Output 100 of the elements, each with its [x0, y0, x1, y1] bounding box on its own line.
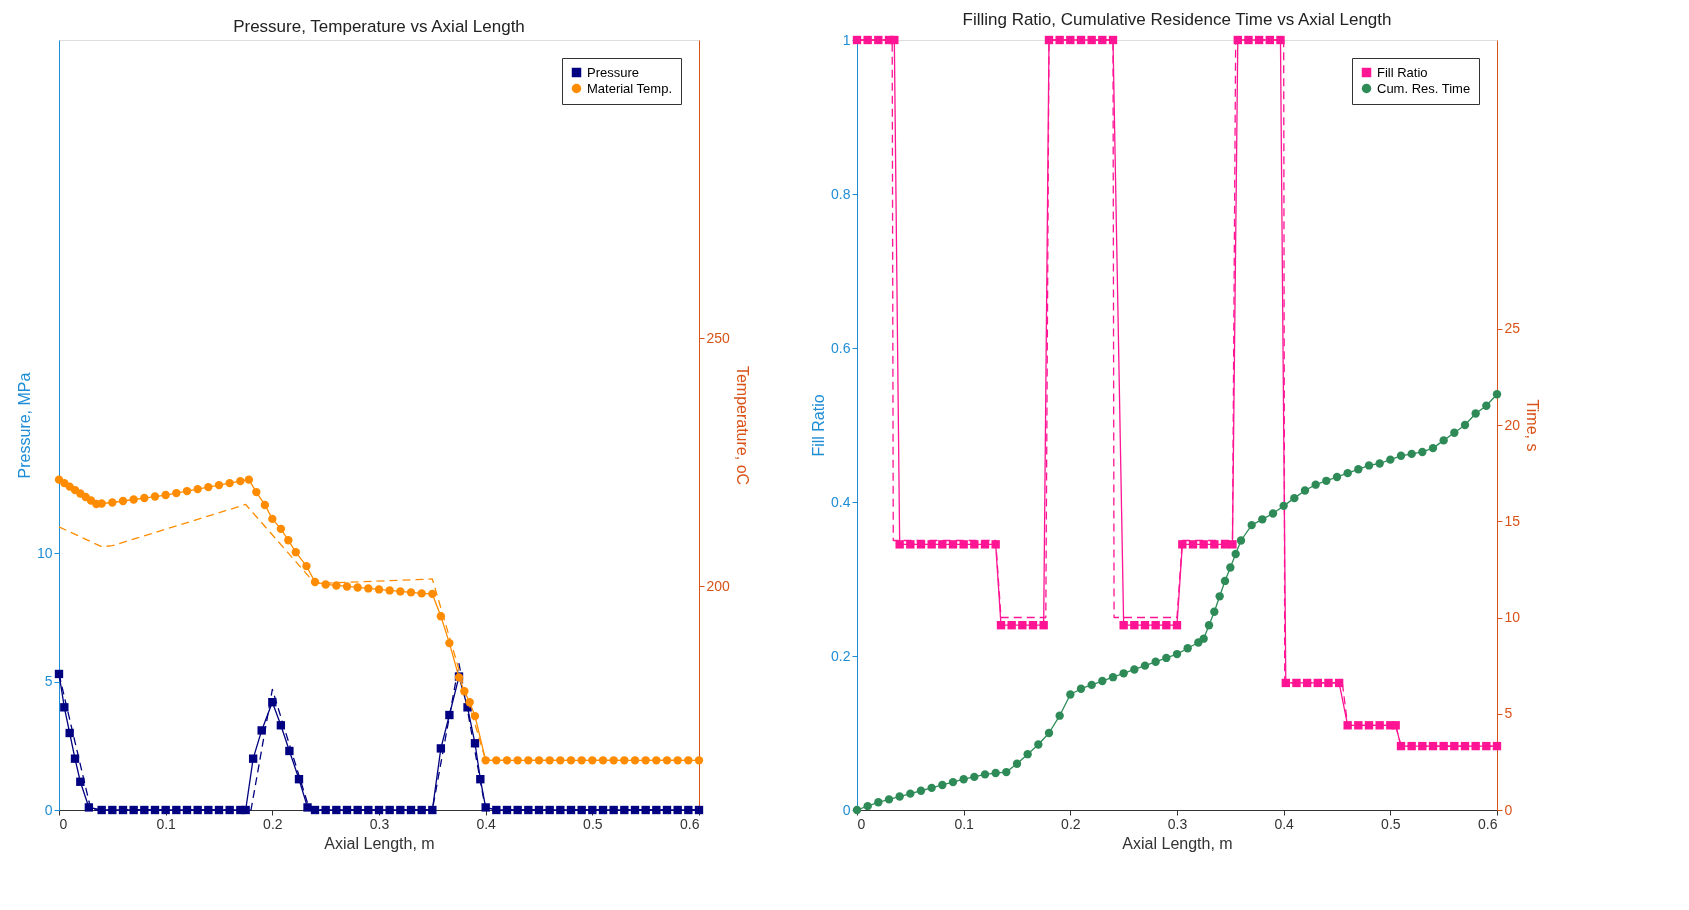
point	[1439, 741, 1448, 751]
y2-tick-label: 15	[1504, 512, 1521, 529]
point	[1178, 540, 1187, 549]
point	[1471, 741, 1480, 751]
point	[1055, 35, 1064, 45]
x-axis-title: Axial Length, m	[1122, 834, 1233, 852]
point	[948, 540, 958, 549]
point	[1460, 741, 1470, 751]
x-tick-label: 0.4	[476, 815, 497, 832]
y2-axis-title: Time, s	[1524, 399, 1542, 452]
point	[980, 540, 990, 549]
point	[1098, 35, 1107, 45]
y-tick-label: 0.6	[831, 339, 851, 356]
x-tick-label: 0.3	[1167, 815, 1188, 832]
x-tick-label: 0.4	[1274, 815, 1295, 832]
y2-tick-label: 5	[1504, 705, 1513, 722]
y2-axis-title: Temperature, oC	[733, 365, 751, 486]
x-tick-label: 0.1	[954, 815, 975, 832]
point	[863, 35, 872, 45]
point	[1108, 35, 1118, 45]
point	[1172, 621, 1182, 630]
point	[1007, 621, 1016, 630]
point	[1396, 741, 1406, 751]
y-axis-title: Fill Ratio	[810, 394, 828, 457]
x-tick-label: 0.1	[156, 815, 177, 832]
y-tick-label: 0	[842, 801, 851, 818]
point	[1428, 741, 1438, 751]
y2-tick-label: 250	[706, 329, 731, 346]
y-tick-label: 0.8	[831, 185, 851, 202]
y2-tick-label: 10	[1504, 609, 1521, 625]
y-tick-label: 10	[36, 544, 53, 561]
x-tick-label: 0.6	[680, 815, 700, 832]
point	[991, 540, 1000, 549]
point	[1018, 621, 1027, 630]
point	[1265, 35, 1274, 45]
point	[1482, 741, 1491, 751]
point	[970, 540, 979, 549]
x-tick-label: 0.2	[263, 815, 283, 832]
point	[1087, 35, 1096, 45]
legend-label: Cum. Res. Time	[1377, 80, 1471, 96]
point	[916, 540, 926, 549]
y2-tick-label: 20	[1504, 416, 1521, 433]
x-tick-label: 0.5	[1381, 815, 1401, 832]
y2-tick-label: 0	[1504, 801, 1513, 818]
point	[1334, 678, 1344, 688]
y-tick-label: 0	[44, 801, 53, 818]
point	[938, 540, 947, 549]
point	[1233, 35, 1242, 45]
point	[1492, 741, 1502, 751]
point	[1254, 35, 1264, 45]
y-tick-label: 5	[44, 673, 53, 690]
x-tick-label: 0.3	[369, 815, 390, 832]
point	[1407, 741, 1416, 751]
legend-label: Pressure	[587, 64, 640, 80]
point	[1130, 621, 1139, 630]
y2-tick-label: 200	[706, 577, 731, 594]
x-tick-label: 0.2	[1061, 815, 1081, 832]
x-tick-label: 0.6	[1478, 815, 1498, 832]
point	[1199, 540, 1208, 549]
point	[1066, 35, 1075, 45]
point	[852, 35, 862, 45]
point	[1244, 35, 1253, 45]
legend-label: Fill Ratio	[1377, 64, 1428, 80]
point	[1119, 621, 1128, 630]
chart-title: Filling Ratio, Cumulative Residence Time vs Axial Length	[962, 10, 1392, 29]
point	[1162, 621, 1171, 630]
point	[1375, 721, 1384, 730]
point	[1391, 721, 1400, 730]
point	[1324, 678, 1333, 688]
x-tick-label: 0	[59, 815, 68, 832]
y2-tick-label: 25	[1504, 320, 1521, 337]
point	[1188, 540, 1198, 549]
point	[1039, 621, 1048, 630]
x-axis-title: Axial Length, m	[324, 834, 435, 852]
point	[1151, 621, 1160, 630]
point	[1313, 678, 1322, 688]
point	[1343, 721, 1352, 730]
point	[1302, 678, 1312, 688]
point	[1364, 721, 1374, 730]
x-tick-label: 0	[857, 815, 866, 832]
point	[1450, 741, 1459, 751]
chart-title: Pressure, Temperature vs Axial Length	[233, 17, 525, 36]
point	[1140, 621, 1150, 630]
y-tick-label: 1	[842, 31, 851, 48]
point	[895, 540, 904, 549]
point	[1276, 35, 1285, 45]
y-tick-label: 0.4	[831, 493, 851, 510]
point	[890, 35, 899, 45]
point	[959, 540, 968, 549]
point	[927, 540, 936, 549]
point	[1028, 621, 1038, 630]
x-tick-label: 0.5	[583, 815, 603, 832]
point	[1292, 678, 1301, 688]
point	[1210, 540, 1219, 549]
point	[906, 540, 915, 549]
point	[1076, 35, 1086, 45]
point	[996, 621, 1006, 630]
point	[874, 35, 883, 45]
y-tick-label: 0.2	[831, 647, 851, 664]
point	[1044, 35, 1054, 45]
